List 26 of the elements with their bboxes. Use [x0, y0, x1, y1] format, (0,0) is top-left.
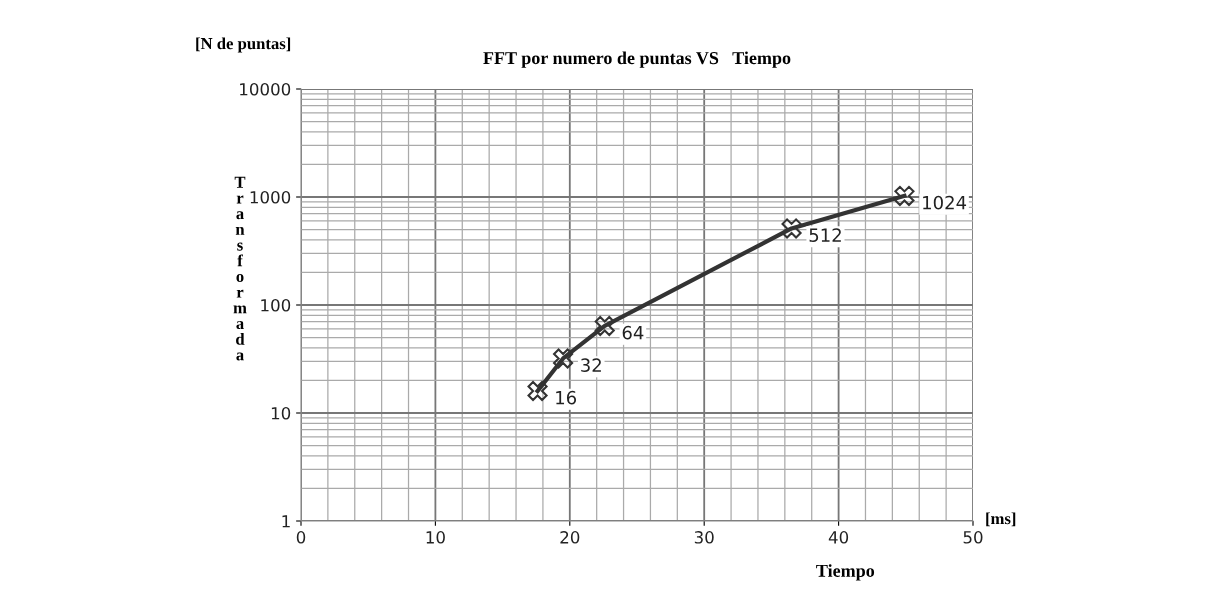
- point: [781, 218, 802, 239]
- text: [ms]: [986, 512, 1016, 527]
- x-tick-label: 50: [963, 531, 983, 544]
- x-tick-label: 0: [296, 531, 306, 544]
- text: Transformada: [233, 176, 247, 361]
- data-label: 64: [622, 325, 644, 340]
- y-tick-label: 10000: [240, 82, 291, 96]
- y-tick-label: 10: [271, 406, 291, 420]
- x-tick-label: 20: [560, 531, 580, 544]
- x-tick-label: 40: [828, 531, 849, 544]
- y-tick-label: 100: [261, 298, 291, 312]
- point: [594, 315, 615, 336]
- data-label: 32: [581, 358, 601, 373]
- x-axis-title: Tiempo: [816, 564, 875, 581]
- data-label: 512: [809, 228, 841, 242]
- point: [527, 380, 548, 402]
- data-label: 16: [556, 390, 577, 405]
- y-tick-label: 1000: [250, 190, 291, 204]
- text: [N de puntas]: [196, 37, 291, 53]
- x-tick-label: 30: [694, 531, 714, 544]
- y-tick-label: 1: [282, 515, 290, 528]
- chart-title: FFT por numero de puntas VS Tiempo: [483, 51, 791, 68]
- data-label: 1024: [923, 195, 967, 210]
- point: [553, 348, 574, 369]
- point: [894, 185, 915, 206]
- x-tick-label: 10: [426, 531, 445, 544]
